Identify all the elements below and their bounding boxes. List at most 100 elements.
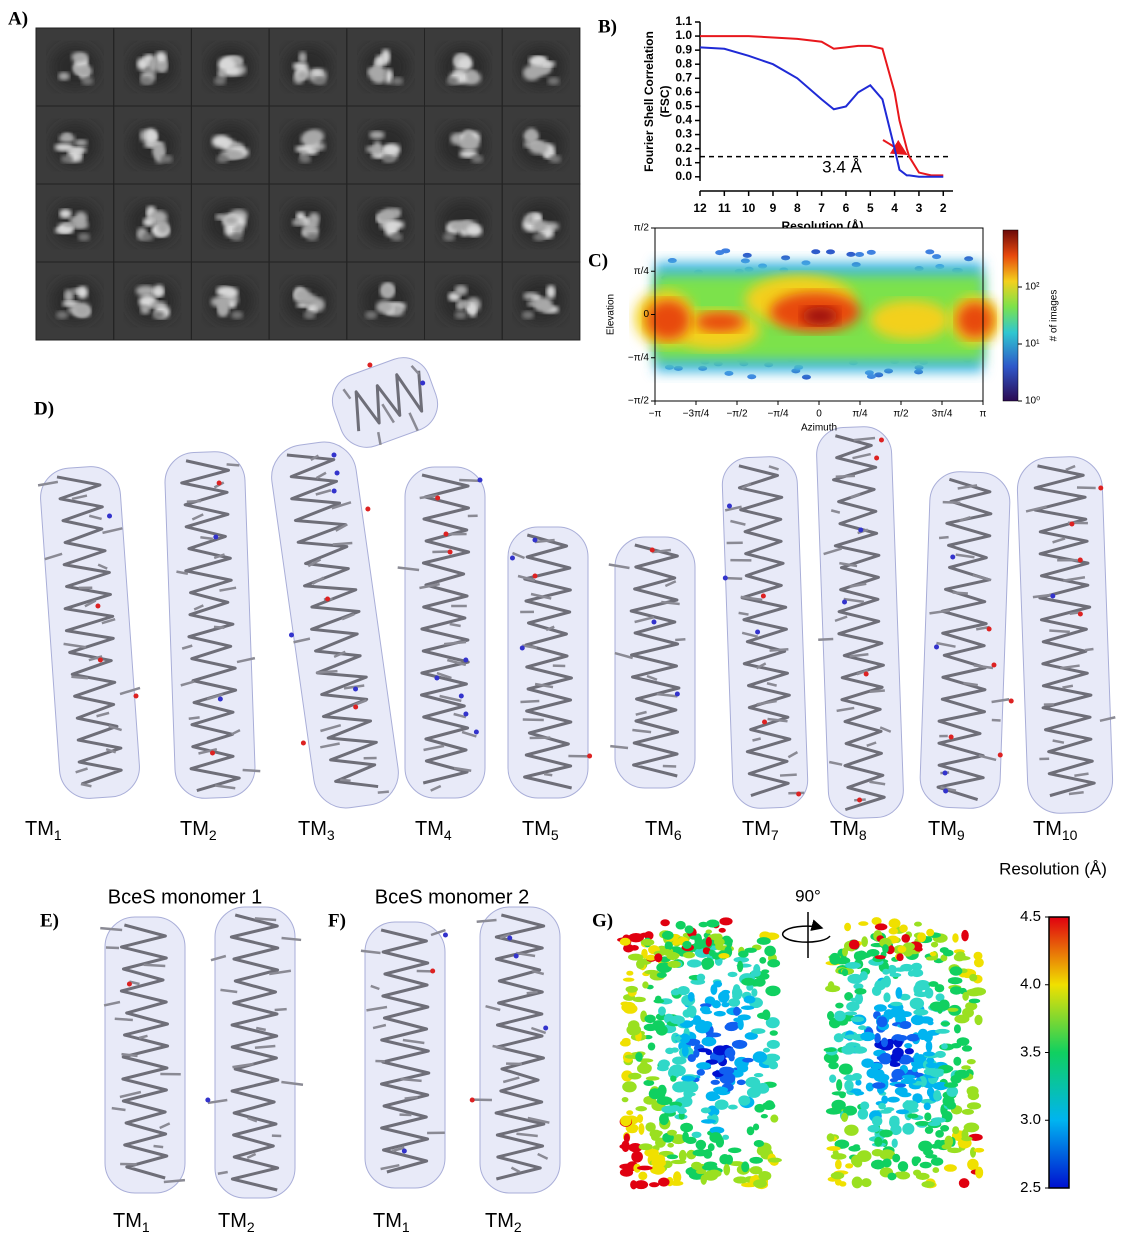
density-blob [836, 1079, 843, 1091]
density-blob [849, 997, 862, 1002]
atom [473, 729, 479, 735]
side-chain [952, 591, 968, 595]
density-blob [882, 1158, 892, 1168]
side-chain [419, 582, 440, 590]
density-blob [871, 1115, 883, 1127]
side-chain [80, 782, 92, 788]
y-tick-label: −π/4 [628, 352, 650, 363]
density-blob [932, 1167, 940, 1174]
density [152, 311, 165, 319]
density-blob [883, 992, 891, 1003]
sparse-bin [742, 252, 752, 258]
density [466, 224, 483, 237]
density-blob [713, 1086, 729, 1094]
density-blob [844, 922, 852, 932]
density-blob [643, 1079, 655, 1087]
density-blob [841, 968, 849, 977]
density-blob [970, 987, 987, 996]
density-blob [632, 996, 646, 1003]
density-blob [670, 989, 681, 996]
density-blob [644, 969, 659, 975]
tm-label: TM1 [373, 1210, 410, 1234]
density-blob [679, 1095, 693, 1108]
density-blob [887, 1096, 900, 1103]
density-blob [658, 1177, 670, 1187]
y-axis-title: (FSC) [658, 86, 672, 118]
side-chain [834, 615, 848, 623]
side-chain [391, 1146, 405, 1153]
side-chain [226, 463, 240, 467]
density-blob [925, 1040, 933, 1053]
side-chain [430, 784, 442, 792]
tm-label: TM1 [113, 1210, 150, 1234]
atom [216, 480, 222, 486]
side-chain [634, 616, 655, 624]
density-blob [975, 1166, 984, 1179]
sparse-bin [667, 258, 677, 264]
density-blob [696, 1068, 705, 1076]
side-chain [232, 1062, 254, 1069]
density-blob [638, 1171, 648, 1181]
side-chain [423, 744, 445, 752]
side-chain [938, 535, 949, 540]
density [216, 155, 229, 163]
density-blob [696, 973, 706, 982]
density-blob [844, 1034, 860, 1040]
tm-label: TM3 [298, 818, 335, 842]
density-blob [643, 1023, 658, 1032]
density-blob [621, 1070, 633, 1082]
density-blob [904, 1048, 914, 1055]
density-blob [967, 1158, 979, 1171]
density-blob [662, 930, 674, 940]
y-tick-label: 0.1 [675, 155, 692, 169]
density-blob [683, 1088, 694, 1099]
density-blob [913, 991, 929, 998]
density-blob [866, 949, 880, 957]
density-blob [925, 1062, 939, 1069]
atom [367, 362, 373, 368]
side-chain [740, 595, 763, 602]
side-chain [839, 561, 858, 568]
side-chain [852, 452, 872, 460]
density-blob [657, 1084, 667, 1097]
density-blob [645, 1122, 656, 1132]
density-blob [741, 1182, 757, 1188]
side-chain [527, 1116, 550, 1124]
tm-label-main: TM [218, 1210, 247, 1232]
density-blob [867, 1124, 880, 1133]
x-tick-label: −π/4 [767, 409, 789, 420]
density-blob [861, 936, 868, 948]
density [384, 68, 393, 84]
density-blob [727, 1104, 738, 1110]
density [217, 68, 227, 80]
density-blob [844, 1011, 858, 1016]
density-blob [706, 919, 720, 928]
density-blob [742, 1057, 754, 1063]
density-blob [930, 941, 939, 948]
density-blob [925, 956, 936, 961]
density-blob [621, 1037, 631, 1044]
density-blob [709, 1132, 723, 1143]
atom [458, 693, 464, 699]
density-blob [940, 1021, 951, 1027]
density-blob [692, 1149, 709, 1157]
side-chain [963, 681, 978, 687]
density-blob [628, 953, 644, 961]
density-blob [756, 1083, 770, 1094]
side-chain [188, 716, 200, 720]
density-blob [669, 1104, 681, 1112]
colorbar-tick-label: 10⁰ [1025, 396, 1040, 407]
helix-model [37, 466, 141, 799]
density-blob [834, 1139, 850, 1149]
density [292, 219, 305, 226]
density-blob [830, 1171, 845, 1180]
helix-model [397, 466, 486, 799]
density-blob [935, 993, 945, 1002]
density-blob [961, 1128, 969, 1141]
atom [986, 626, 992, 632]
density-blob [770, 1114, 779, 1123]
density-blob [901, 933, 911, 943]
density-blob [696, 1062, 712, 1070]
density-blob [750, 969, 761, 977]
helix-model [721, 456, 809, 809]
